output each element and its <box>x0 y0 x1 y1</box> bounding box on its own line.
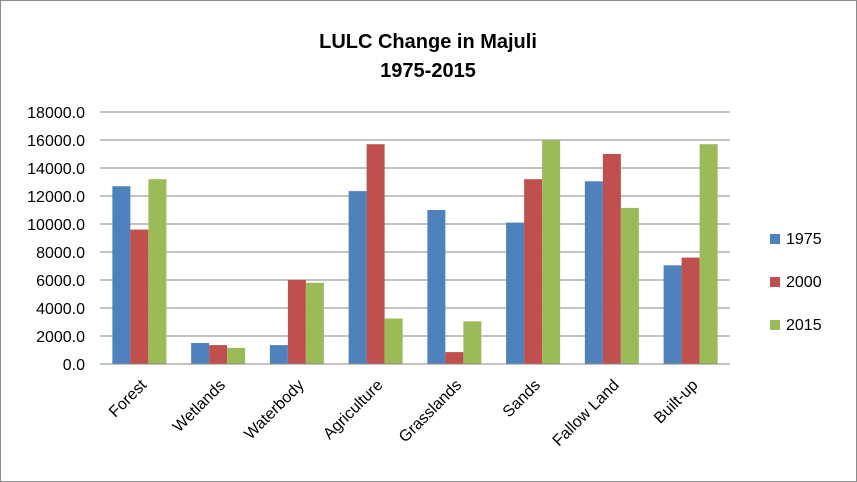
bar-1975 <box>663 265 682 364</box>
x-tick-label: Built-up <box>651 377 701 427</box>
bar-2015 <box>542 140 561 364</box>
bar-1975 <box>348 191 367 364</box>
bar-2015 <box>305 282 324 364</box>
bar-2015 <box>384 318 403 364</box>
bar-2000 <box>445 352 464 364</box>
bar-1975 <box>584 181 603 364</box>
bar-2000 <box>287 280 306 364</box>
bar-1975 <box>191 343 210 364</box>
bar-2000 <box>130 229 149 364</box>
x-tick-label: Fallow Land <box>550 377 623 450</box>
legend-label: 2000 <box>786 274 822 291</box>
bar-2015 <box>699 144 718 364</box>
y-tick-label: 2000.0 <box>36 329 85 346</box>
bar-2000 <box>366 144 385 364</box>
x-tick-label: Sands <box>500 377 544 421</box>
y-tick-label: 18000.0 <box>27 105 85 122</box>
y-tick-label: 4000.0 <box>36 301 85 318</box>
bar-2000 <box>524 179 543 364</box>
bar-2015 <box>620 207 639 364</box>
y-tick-label: 10000.0 <box>27 217 85 234</box>
bar-2015 <box>463 321 482 364</box>
chart-subtitle: 1975-2015 <box>380 60 476 82</box>
bar-2015 <box>148 179 167 364</box>
bars <box>112 140 718 364</box>
legend-label: 1975 <box>786 231 822 248</box>
legend-swatch <box>770 320 780 330</box>
legend-swatch <box>770 277 780 287</box>
bar-2015 <box>227 347 246 364</box>
x-tick-label: Wetlands <box>170 377 229 436</box>
legend-label: 2015 <box>786 317 822 334</box>
bar-2000 <box>602 154 621 364</box>
bar-1975 <box>427 210 446 364</box>
y-tick-label: 6000.0 <box>36 273 85 290</box>
y-tick-label: 12000.0 <box>27 189 85 206</box>
x-tick-label: Forest <box>106 376 150 420</box>
x-tick-label: Waterbody <box>241 377 307 443</box>
bar-1975 <box>112 186 131 364</box>
y-tick-label: 14000.0 <box>27 161 85 178</box>
y-axis-tick-labels: 0.0 2000.0 4000.0 6000.0 8000.0 10000.0 12000.… <box>27 105 85 374</box>
x-tick-label: Grasslands <box>396 377 465 446</box>
y-tick-label: 8000.0 <box>36 245 85 262</box>
legend: 1975 2000 2015 <box>770 231 822 334</box>
legend-swatch <box>770 234 780 244</box>
bar-2000 <box>681 257 700 364</box>
bar-1975 <box>269 345 288 364</box>
y-tick-label: 16000.0 <box>27 133 85 150</box>
chart-title: LULC Change in Majuli <box>319 31 537 53</box>
x-axis-tick-labels: Forest Wetlands Waterbody Agriculture Grassl… <box>106 376 701 449</box>
bar-1975 <box>506 222 525 364</box>
bar-2000 <box>209 345 228 364</box>
x-tick-label: Agriculture <box>320 377 386 443</box>
y-tick-label: 0.0 <box>63 357 85 374</box>
